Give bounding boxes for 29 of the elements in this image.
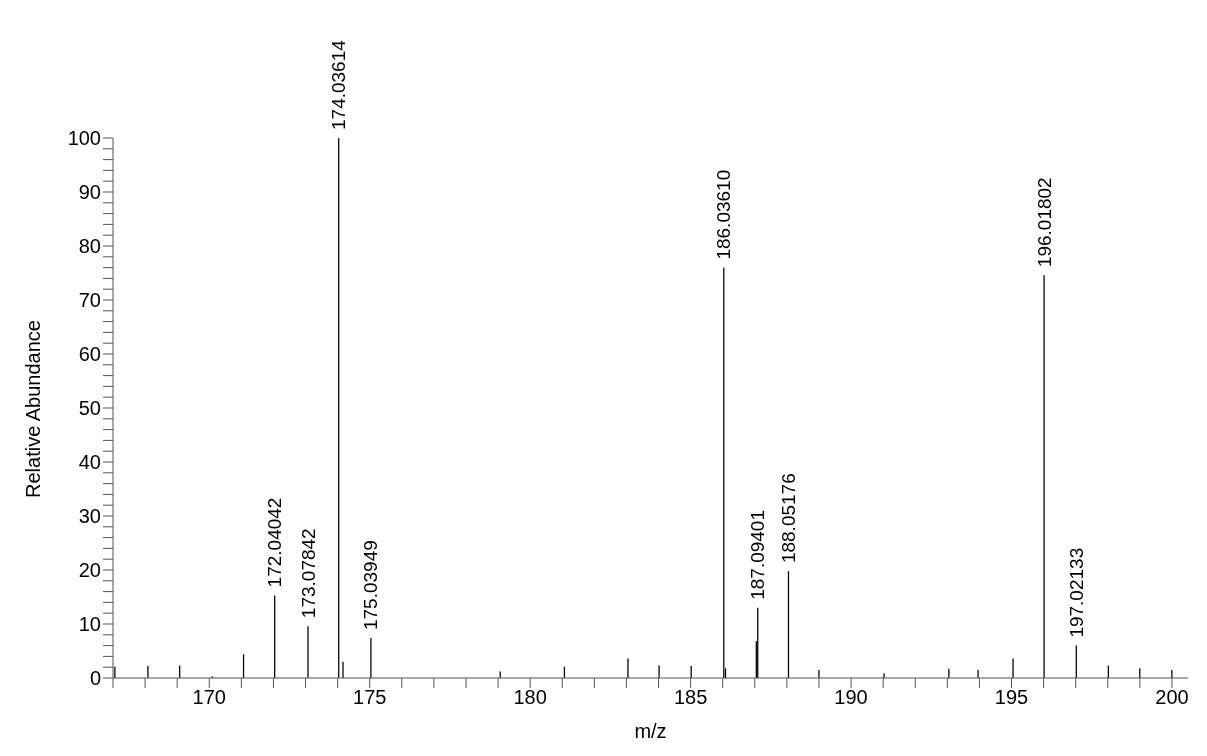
annotation: 174.03614 (328, 39, 350, 130)
y-tick-label: 80 (78, 235, 101, 258)
y-tick-label: 40 (78, 451, 101, 474)
annotation: 188.05176 (778, 473, 800, 564)
y-tick-label: 0 (89, 667, 101, 690)
y-tick-label: 70 (78, 289, 101, 312)
x-tick-label: 195 (994, 686, 1029, 709)
annotation: 196.01802 (1033, 177, 1055, 268)
y-tick-label: 20 (78, 559, 101, 582)
y-axis-title: Relative Abundance (22, 320, 45, 498)
annotation: 186.03610 (713, 169, 735, 260)
x-tick-label: 190 (834, 686, 868, 709)
y-tick-label: 60 (78, 343, 101, 366)
annotation: 172.04042 (264, 497, 286, 588)
x-axis-title: m/z (634, 720, 667, 742)
annotation: 187.09401 (747, 509, 769, 600)
y-tick-label: 10 (78, 613, 101, 636)
y-tick-label: 30 (78, 505, 101, 528)
x-tick-label: 185 (673, 686, 708, 709)
x-tick-label: 180 (513, 686, 547, 709)
annotation: 197.02133 (1065, 547, 1087, 638)
x-tick-label: 175 (353, 686, 387, 709)
annotation: 175.03949 (360, 540, 382, 631)
y-tick-label: 90 (78, 181, 101, 204)
y-tick-label: 100 (67, 127, 101, 150)
annotation: 173.07842 (297, 528, 319, 619)
x-tick-label: 200 (1155, 686, 1189, 709)
y-tick-label: 50 (78, 397, 101, 420)
x-tick-label: 170 (192, 686, 226, 709)
